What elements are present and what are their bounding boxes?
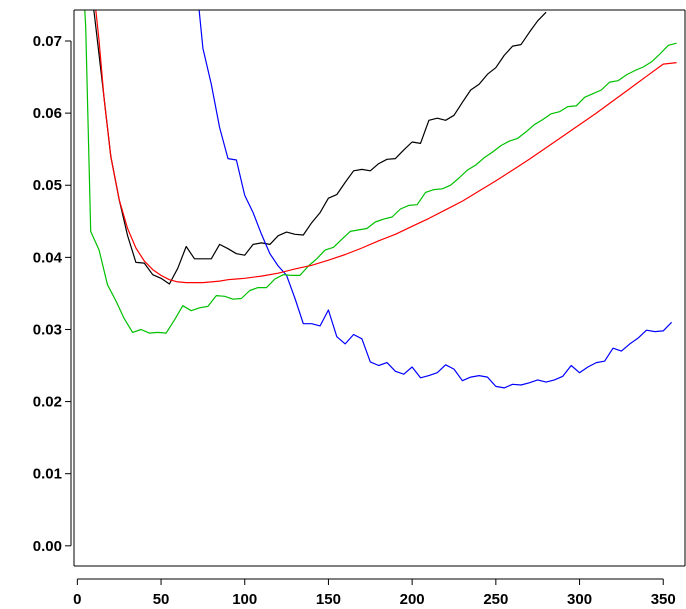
axes xyxy=(73,9,686,567)
y-tick-label: 0.07 xyxy=(33,33,62,50)
y-tick-label: 0.06 xyxy=(33,105,62,122)
series-line-1 xyxy=(93,10,547,285)
x-axis: 0 50 100 150 200 250 300 350 xyxy=(73,578,676,608)
y-axis: 0.00 0.01 0.02 0.03 0.04 0.05 0.06 0.07 xyxy=(33,33,72,555)
x-tick-label: 0 xyxy=(73,591,81,608)
series-line-4 xyxy=(95,10,677,284)
series-line-3 xyxy=(84,10,677,334)
x-tick-label: 100 xyxy=(232,591,257,608)
y-tick-label: 0.04 xyxy=(33,249,63,266)
y-tick-label: 0.02 xyxy=(33,394,62,411)
series-line-2 xyxy=(198,10,673,389)
y-tick-label: 0.03 xyxy=(33,321,62,338)
x-tick-label: 350 xyxy=(651,591,676,608)
x-tick-label: 150 xyxy=(316,591,341,608)
x-tick-label: 50 xyxy=(153,591,170,608)
y-tick-label: 0.00 xyxy=(33,538,62,555)
series-layer xyxy=(84,10,677,389)
x-tick-label: 300 xyxy=(567,591,592,608)
x-tick-label: 250 xyxy=(483,591,508,608)
y-tick-label: 0.01 xyxy=(33,466,62,483)
x-tick-label: 200 xyxy=(400,591,425,608)
y-tick-label: 0.05 xyxy=(33,177,62,194)
